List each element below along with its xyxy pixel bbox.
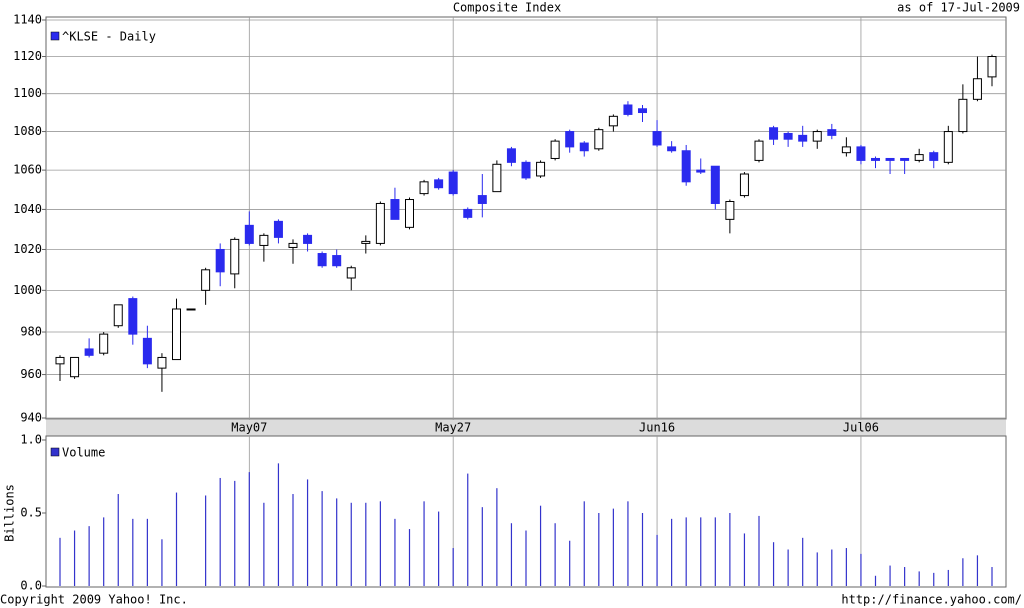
- candle-body: [463, 208, 473, 218]
- candle-body: [827, 129, 837, 136]
- y-tick-label: 960: [20, 367, 42, 381]
- legend-label: ^KLSE - Daily: [62, 30, 156, 44]
- candle-body: [696, 169, 706, 173]
- candle-body: [288, 242, 298, 248]
- candle-body: [172, 308, 181, 361]
- candle-body: [812, 131, 822, 142]
- legend-swatch: [50, 447, 60, 457]
- candle-body: [477, 195, 487, 204]
- x-tick-label: Jul06: [843, 421, 879, 435]
- candle-body: [375, 202, 385, 244]
- candle-body: [565, 131, 575, 148]
- candle-body: [667, 146, 677, 152]
- candle-body: [55, 356, 65, 365]
- source-url: http://finance.yahoo.com/: [841, 593, 1022, 607]
- y-tick-label: 1100: [13, 86, 42, 100]
- x-tick-label: May27: [435, 421, 471, 435]
- candle-body: [769, 127, 779, 140]
- candle-body: [332, 255, 342, 267]
- candle-body: [885, 157, 895, 161]
- copyright: Copyright 2009 Yahoo! Inc.: [0, 593, 188, 607]
- candle-body: [201, 269, 211, 291]
- y-tick-label: 1000: [13, 283, 42, 297]
- y-tick-label: 940: [20, 411, 42, 425]
- candle-body: [783, 132, 793, 140]
- candle-body: [113, 304, 123, 327]
- candle-body: [958, 98, 968, 133]
- plot-frame: [45, 435, 1007, 588]
- y-tick-label: 1080: [13, 124, 42, 138]
- chart-title: Composite Index: [453, 1, 561, 15]
- candle-body: [972, 78, 982, 100]
- candle-body: [943, 131, 953, 163]
- candle-body: [608, 115, 618, 127]
- candle-body: [419, 181, 429, 195]
- legend-swatch: [50, 31, 60, 41]
- candle-body: [900, 157, 910, 161]
- candle-body: [914, 154, 924, 161]
- candle-body: [579, 142, 589, 152]
- candle-body: [550, 140, 560, 159]
- candle-body: [871, 157, 880, 161]
- y-tick-label: 1120: [13, 49, 42, 63]
- candle-body: [186, 308, 196, 311]
- y-tick-label: 980: [20, 325, 42, 339]
- candle-body: [798, 134, 808, 142]
- x-tick-label: May07: [231, 421, 267, 435]
- candle-body: [84, 348, 94, 356]
- candle-body: [448, 171, 458, 195]
- legend-label: Volume: [62, 446, 105, 460]
- candle-body: [841, 146, 851, 154]
- candle-body: [856, 146, 866, 161]
- candle-body: [638, 108, 647, 114]
- x-tick-label: Jun16: [639, 421, 675, 435]
- candle-body: [725, 200, 735, 220]
- y-axis-label: Billions: [3, 484, 17, 542]
- candle-body: [521, 161, 531, 179]
- y-tick-label: 0.0: [20, 579, 42, 593]
- y-tick-label: 1020: [13, 242, 42, 256]
- y-tick-label: 1040: [13, 202, 42, 216]
- candle-body: [303, 234, 313, 244]
- candle-body: [405, 199, 414, 228]
- candle-body: [244, 224, 254, 244]
- candle-body: [536, 161, 546, 177]
- candle-body: [929, 152, 939, 161]
- candle-body: [492, 163, 502, 193]
- y-tick-label: 1140: [13, 13, 42, 27]
- candle-body: [346, 267, 356, 279]
- candle-body: [390, 199, 400, 220]
- candle-body: [142, 337, 152, 365]
- as-of-date: as of 17-Jul-2009: [897, 1, 1020, 15]
- candle-body: [594, 129, 604, 150]
- candle-body: [710, 165, 720, 204]
- candle-body: [259, 234, 269, 246]
- candle-body: [99, 333, 109, 354]
- candle-body: [754, 140, 764, 161]
- candle-body: [506, 148, 516, 163]
- candle-body: [215, 248, 225, 273]
- x-axis-band: [46, 420, 1006, 436]
- candle-body: [230, 238, 240, 275]
- candle-body: [157, 356, 167, 369]
- candle-body: [128, 298, 138, 335]
- candle-body: [361, 240, 371, 244]
- candle-body: [681, 150, 691, 183]
- candle-body: [70, 356, 80, 378]
- y-tick-label: 1.0: [20, 433, 42, 447]
- candle-body: [623, 104, 633, 115]
- candle-body: [434, 179, 444, 189]
- candle-body: [317, 253, 327, 267]
- candle-body: [273, 220, 283, 238]
- y-tick-label: 0.5: [20, 506, 42, 520]
- candle-body: [739, 173, 749, 197]
- y-tick-label: 1060: [13, 163, 42, 177]
- candle-body: [652, 131, 662, 146]
- plot-frame: [45, 16, 1007, 420]
- candle-body: [987, 56, 997, 78]
